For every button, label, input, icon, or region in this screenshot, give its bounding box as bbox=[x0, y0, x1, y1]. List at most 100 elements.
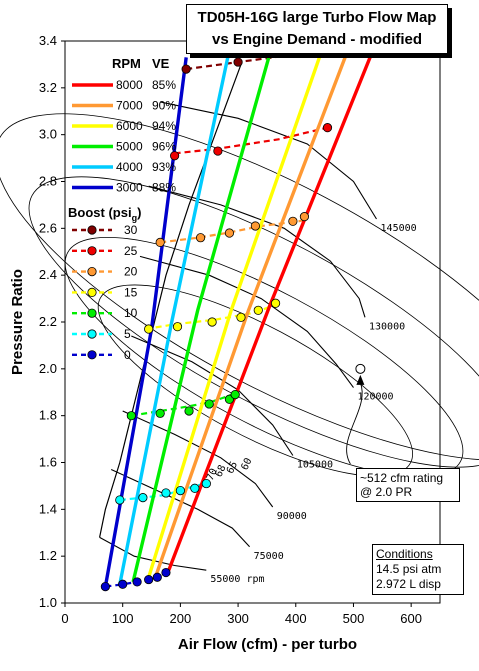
boost-point bbox=[230, 389, 240, 400]
rpm-line-5000 bbox=[131, 12, 283, 583]
boost-point bbox=[170, 151, 180, 161]
conditions-line-2: 2.972 L disp bbox=[376, 577, 441, 591]
rating-note-line-2: @ 2.0 PR bbox=[360, 485, 413, 499]
speed-line bbox=[110, 468, 251, 548]
plot-area bbox=[64, 40, 441, 604]
y-tick-label: 2.6 bbox=[39, 220, 57, 235]
conditions-box: Conditions 14.5 psi atm 2.972 L disp bbox=[372, 544, 464, 595]
x-tick-label: 100 bbox=[112, 611, 134, 626]
rating-note-box: ~512 cfm rating @ 2.0 PR bbox=[356, 468, 460, 502]
rpm-line-6000 bbox=[147, 17, 335, 578]
y-tick-label: 1.4 bbox=[39, 501, 57, 516]
efficiency-label: 65 bbox=[225, 460, 240, 476]
y-axis-title: Pressure Ratio bbox=[9, 269, 26, 375]
boost-point bbox=[207, 317, 217, 327]
boost-point bbox=[138, 493, 148, 503]
boost-point bbox=[299, 212, 310, 222]
speed-line bbox=[148, 185, 366, 318]
legend-boost-marker bbox=[87, 266, 97, 277]
rating-note-line-1: ~512 cfm rating bbox=[360, 471, 444, 485]
boost-point bbox=[175, 485, 185, 496]
efficiency-label: 68 bbox=[214, 463, 229, 479]
boost-point bbox=[126, 411, 136, 421]
boost-line-25 bbox=[174, 126, 328, 155]
y-tick-label: 2.0 bbox=[39, 361, 57, 376]
y-tick-label: 3.0 bbox=[39, 127, 57, 142]
y-tick-label: 3.4 bbox=[39, 33, 57, 48]
legend-boost-marker bbox=[87, 329, 97, 339]
legend-boost-value: 10 bbox=[124, 306, 138, 320]
speed-line bbox=[122, 410, 274, 508]
legend-rpm-value: 3000 bbox=[116, 181, 143, 195]
x-tick-label: 400 bbox=[285, 611, 307, 626]
boost-line-20 bbox=[160, 217, 308, 244]
x-tick-label: 200 bbox=[170, 611, 192, 626]
y-tick-label: 2.4 bbox=[39, 267, 57, 282]
rating-arrow-head bbox=[356, 374, 365, 385]
boost-point bbox=[100, 582, 110, 592]
legend-boost-marker bbox=[87, 225, 97, 235]
chart-title-line-2: vs Engine Demand - modified bbox=[211, 31, 423, 48]
y-tick-label: 1.2 bbox=[39, 548, 57, 563]
legend-ve-value: 90% bbox=[152, 99, 176, 113]
boost-point bbox=[172, 322, 183, 332]
boost-point bbox=[161, 567, 171, 578]
legend-ve-value: 96% bbox=[152, 140, 176, 154]
chart-title-box: TD05H-16G large Turbo Flow Map vs Engine… bbox=[186, 4, 448, 54]
legend-rpm-value: 6000 bbox=[116, 119, 143, 133]
rating-point bbox=[355, 363, 366, 374]
speed-line-label: 130000 bbox=[369, 321, 405, 332]
boost-point bbox=[155, 408, 165, 418]
boost-point bbox=[236, 312, 246, 322]
efficiency-island bbox=[64, 236, 464, 478]
conditions-heading: Conditions bbox=[376, 547, 433, 561]
y-tick-label: 1.6 bbox=[39, 455, 57, 470]
y-tick-label: 1.8 bbox=[39, 408, 57, 423]
boost-point bbox=[253, 305, 263, 315]
boost-point bbox=[322, 123, 333, 133]
boost-point bbox=[132, 577, 142, 587]
boost-point bbox=[213, 146, 223, 156]
legend-boost-value: 5 bbox=[124, 327, 131, 341]
boost-point bbox=[250, 221, 260, 231]
legend-ve-value: 85% bbox=[152, 78, 176, 92]
boost-line-5 bbox=[119, 482, 207, 502]
speed-line-label: 145000 bbox=[381, 223, 417, 234]
legend-boost-value: 20 bbox=[124, 265, 138, 279]
legend-ve-value: 94% bbox=[152, 119, 176, 133]
boost-point bbox=[155, 237, 165, 247]
rpm-line-7000 bbox=[154, 12, 364, 576]
legend-boost-marker bbox=[87, 246, 97, 256]
rpm-line-4000 bbox=[118, 21, 237, 585]
legend-ve-heading: VE bbox=[152, 56, 170, 71]
boost-point bbox=[152, 572, 162, 582]
legend-boost-marker bbox=[87, 287, 97, 297]
x-tick-label: 300 bbox=[227, 611, 249, 626]
x-tick-label: 600 bbox=[400, 611, 422, 626]
legend-boost-value: 0 bbox=[124, 348, 131, 362]
legend-boost-value: 30 bbox=[124, 223, 138, 237]
boost-point bbox=[288, 216, 298, 226]
boost-point bbox=[270, 298, 281, 308]
boost-point bbox=[181, 64, 191, 74]
legend-boost-heading: Boost (psig) bbox=[68, 205, 141, 223]
boost-point bbox=[144, 324, 154, 334]
legend-rpm-value: 4000 bbox=[116, 160, 143, 174]
boost-point bbox=[204, 399, 214, 409]
boost-point bbox=[144, 574, 154, 585]
x-tick-label: 0 bbox=[61, 611, 68, 626]
legend-boost-value: 25 bbox=[124, 244, 138, 258]
boost-point bbox=[115, 495, 125, 505]
speed-line-label: 75000 bbox=[254, 551, 284, 562]
y-tick-label: 3.2 bbox=[39, 80, 57, 95]
legend-rpm-value: 8000 bbox=[116, 78, 143, 92]
boost-point bbox=[190, 483, 200, 493]
conditions-line-1: 14.5 psi atm bbox=[376, 562, 442, 576]
legend-rpm-value: 7000 bbox=[116, 99, 143, 113]
efficiency-label: 60 bbox=[239, 456, 254, 472]
boost-point bbox=[161, 488, 171, 498]
boost-point bbox=[201, 478, 211, 489]
efficiency-label: 70 bbox=[205, 467, 220, 483]
speed-line-label: 90000 bbox=[277, 511, 307, 522]
